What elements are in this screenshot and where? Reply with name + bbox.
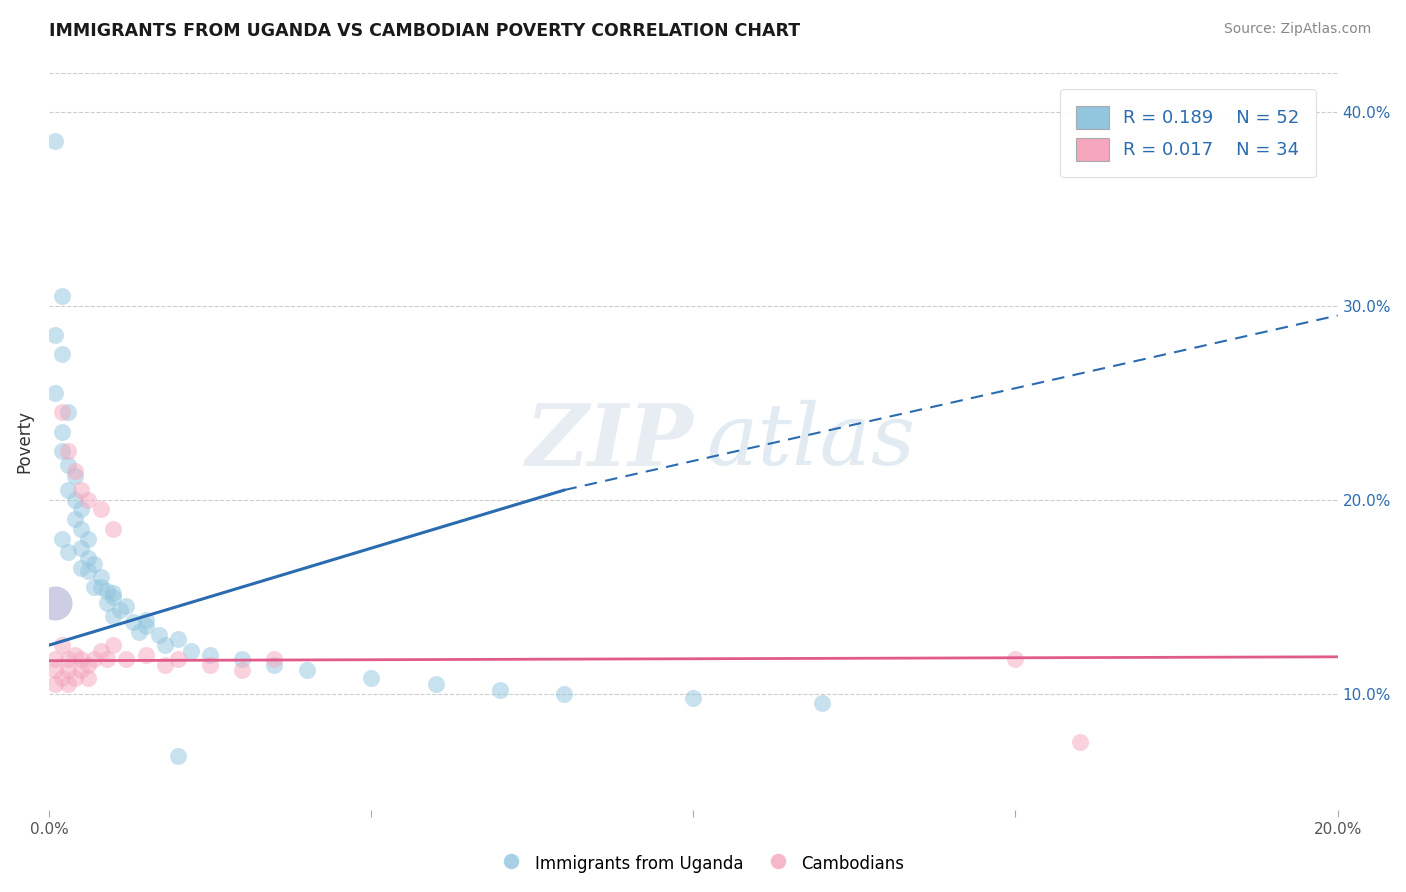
Point: [89, 502, 111, 516]
Point: [51, 289, 73, 303]
Point: [70, 652, 93, 666]
Point: [63, 648, 86, 662]
Point: [51, 425, 73, 439]
Point: [96, 583, 118, 598]
Point: [51, 444, 73, 458]
Point: [153, 638, 176, 652]
Point: [198, 657, 221, 672]
Point: [360, 671, 382, 685]
Legend: R = 0.189    N = 52, R = 0.017    N = 34: R = 0.189 N = 52, R = 0.017 N = 34: [1060, 89, 1316, 178]
Point: [166, 748, 188, 763]
Point: [128, 624, 150, 639]
Point: [103, 638, 125, 652]
Point: [489, 682, 512, 697]
Point: [166, 632, 188, 647]
Point: [295, 664, 318, 678]
Point: [83, 652, 105, 666]
Point: [76, 657, 98, 672]
Point: [63, 492, 86, 507]
Point: [198, 648, 221, 662]
Point: [76, 532, 98, 546]
Point: [682, 690, 704, 705]
Point: [76, 492, 98, 507]
Point: [51, 638, 73, 652]
Point: [51, 532, 73, 546]
Point: [44, 664, 66, 678]
Point: [70, 483, 93, 497]
Point: [70, 502, 93, 516]
Point: [58, 664, 80, 678]
Point: [96, 652, 118, 666]
Point: [166, 652, 188, 666]
Point: [103, 590, 125, 604]
Point: [121, 615, 143, 629]
Point: [115, 652, 138, 666]
Point: [96, 595, 118, 609]
Text: ZIP: ZIP: [526, 400, 693, 483]
Point: [58, 458, 80, 472]
Y-axis label: Poverty: Poverty: [15, 410, 32, 473]
Point: [44, 595, 66, 609]
Point: [58, 652, 80, 666]
Point: [58, 545, 80, 559]
Point: [44, 677, 66, 691]
Point: [103, 522, 125, 536]
Point: [44, 134, 66, 148]
Point: [58, 444, 80, 458]
Point: [115, 599, 138, 614]
Point: [51, 405, 73, 419]
Point: [76, 550, 98, 565]
Point: [180, 644, 202, 658]
Point: [58, 405, 80, 419]
Point: [263, 657, 285, 672]
Point: [83, 557, 105, 571]
Point: [70, 664, 93, 678]
Point: [83, 580, 105, 594]
Legend: Immigrants from Uganda, Cambodians: Immigrants from Uganda, Cambodians: [495, 847, 911, 880]
Point: [76, 565, 98, 579]
Point: [89, 644, 111, 658]
Point: [1069, 735, 1091, 749]
Point: [103, 586, 125, 600]
Point: [135, 619, 157, 633]
Point: [1004, 652, 1026, 666]
Point: [51, 671, 73, 685]
Text: atlas: atlas: [706, 401, 915, 483]
Point: [89, 570, 111, 584]
Point: [89, 580, 111, 594]
Point: [108, 603, 131, 617]
Point: [58, 483, 80, 497]
Point: [103, 609, 125, 624]
Point: [63, 469, 86, 483]
Text: IMMIGRANTS FROM UGANDA VS CAMBODIAN POVERTY CORRELATION CHART: IMMIGRANTS FROM UGANDA VS CAMBODIAN POVE…: [49, 22, 800, 40]
Point: [231, 652, 253, 666]
Point: [76, 671, 98, 685]
Point: [44, 386, 66, 401]
Point: [263, 652, 285, 666]
Point: [63, 464, 86, 478]
Point: [135, 648, 157, 662]
Point: [70, 541, 93, 556]
Point: [51, 347, 73, 361]
Point: [44, 652, 66, 666]
Point: [811, 697, 834, 711]
Point: [148, 628, 170, 642]
Point: [135, 613, 157, 627]
Point: [63, 671, 86, 685]
Point: [553, 687, 575, 701]
Point: [63, 512, 86, 526]
Point: [44, 327, 66, 342]
Point: [70, 522, 93, 536]
Point: [58, 677, 80, 691]
Point: [153, 657, 176, 672]
Text: Source: ZipAtlas.com: Source: ZipAtlas.com: [1223, 22, 1371, 37]
Point: [70, 560, 93, 574]
Point: [425, 677, 447, 691]
Point: [231, 664, 253, 678]
